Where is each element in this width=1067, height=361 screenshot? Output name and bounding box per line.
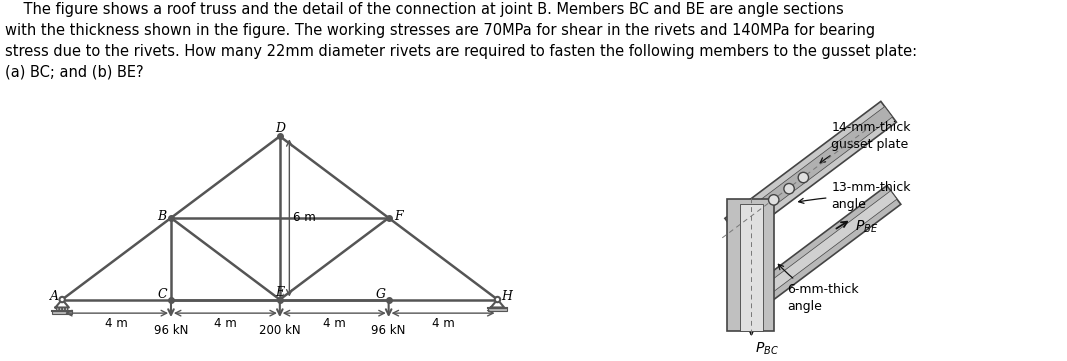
Text: $P_{BE}$: $P_{BE}$ xyxy=(855,219,878,235)
Circle shape xyxy=(57,308,59,310)
Text: 4 m: 4 m xyxy=(432,317,455,330)
Text: B: B xyxy=(157,210,166,223)
Bar xyxy=(52,311,71,314)
Text: 6 m: 6 m xyxy=(293,212,316,225)
Text: 4 m: 4 m xyxy=(106,317,128,330)
Text: 4 m: 4 m xyxy=(323,317,346,330)
Circle shape xyxy=(60,308,62,310)
Text: F: F xyxy=(394,210,402,223)
Text: H: H xyxy=(501,290,512,303)
Text: 13-mm-thick
angle: 13-mm-thick angle xyxy=(798,181,911,211)
Circle shape xyxy=(768,195,779,205)
Text: C: C xyxy=(158,288,168,301)
Circle shape xyxy=(495,297,500,302)
Text: D: D xyxy=(275,122,285,135)
Text: 96 kN: 96 kN xyxy=(154,324,188,337)
Text: 14-mm-thick
gusset plate: 14-mm-thick gusset plate xyxy=(821,121,911,163)
Bar xyxy=(488,308,507,311)
Text: 6-mm-thick
angle: 6-mm-thick angle xyxy=(778,264,859,313)
Text: The figure shows a roof truss and the detail of the connection at joint B. Membe: The figure shows a roof truss and the de… xyxy=(5,2,918,80)
Polygon shape xyxy=(740,204,763,331)
Text: 96 kN: 96 kN xyxy=(371,324,405,337)
Circle shape xyxy=(784,183,794,194)
Circle shape xyxy=(65,308,68,310)
Polygon shape xyxy=(729,106,892,234)
Text: G: G xyxy=(376,288,385,301)
Circle shape xyxy=(60,297,65,302)
Text: 200 kN: 200 kN xyxy=(259,324,301,337)
Text: E: E xyxy=(275,286,285,299)
Text: A: A xyxy=(49,290,59,303)
Circle shape xyxy=(798,172,809,183)
Polygon shape xyxy=(755,191,897,300)
Text: 4 m: 4 m xyxy=(214,317,237,330)
Polygon shape xyxy=(724,101,896,239)
Circle shape xyxy=(62,308,65,310)
Polygon shape xyxy=(728,199,775,331)
Text: $P_{BC}$: $P_{BC}$ xyxy=(755,340,779,357)
Polygon shape xyxy=(751,186,901,306)
